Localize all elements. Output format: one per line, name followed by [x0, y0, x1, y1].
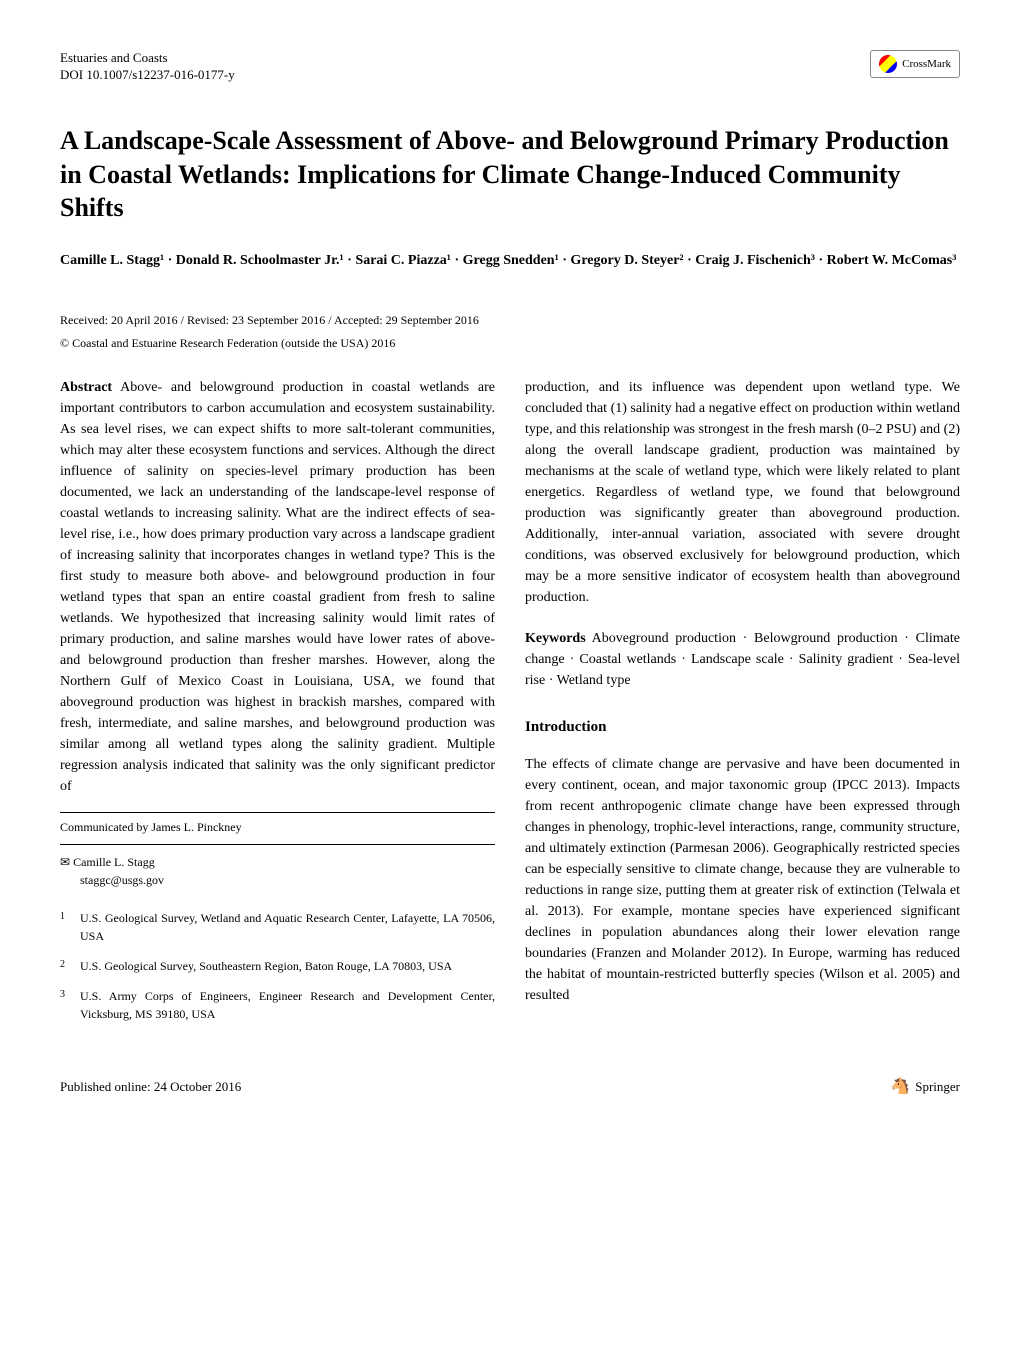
header-row: Estuaries and Coasts DOI 10.1007/s12237-… [60, 50, 960, 84]
abstract-label: Abstract [60, 380, 112, 395]
publisher-name: Springer [915, 1077, 960, 1097]
corresponding-author: ✉ Camille L. Stagg staggc@usgs.gov [60, 844, 495, 889]
corresponding-line: ✉ Camille L. Stagg [60, 853, 495, 871]
article-title: A Landscape-Scale Assessment of Above- a… [60, 124, 960, 225]
introduction-text: The effects of climate change are pervas… [525, 754, 960, 1006]
two-column-layout: Abstract Above- and belowground producti… [60, 377, 960, 1035]
crossmark-label: CrossMark [902, 56, 951, 73]
affiliation-3: 3 U.S. Army Corps of Engineers, Engineer… [60, 987, 495, 1023]
abstract-continuation: production, and its influence was depend… [525, 377, 960, 608]
copyright: © Coastal and Estuarine Research Federat… [60, 334, 960, 352]
crossmark-icon [879, 55, 897, 73]
affil-num-2: 2 [60, 957, 70, 975]
affil-text-3: U.S. Army Corps of Engineers, Engineer R… [80, 987, 495, 1023]
affil-num-3: 3 [60, 987, 70, 1023]
abstract-text-left: Above- and belowground production in coa… [60, 380, 495, 794]
keywords-paragraph: Keywords Aboveground production · Belowg… [525, 628, 960, 691]
corresponding-name: Camille L. Stagg [73, 855, 155, 869]
corresponding-email: staggc@usgs.gov [60, 871, 495, 889]
springer-icon: 🐴 [890, 1075, 910, 1099]
right-column: production, and its influence was depend… [525, 377, 960, 1035]
left-column: Abstract Above- and belowground producti… [60, 377, 495, 1035]
keywords-text: Aboveground production · Belowground pro… [525, 631, 960, 688]
envelope-icon: ✉ [60, 855, 70, 869]
doi: DOI 10.1007/s12237-016-0177-y [60, 67, 235, 84]
affil-num-1: 1 [60, 909, 70, 945]
abstract-paragraph: Abstract Above- and belowground producti… [60, 377, 495, 797]
affiliation-1: 1 U.S. Geological Survey, Wetland and Aq… [60, 909, 495, 945]
article-dates: Received: 20 April 2016 / Revised: 23 Se… [60, 311, 960, 329]
journal-info: Estuaries and Coasts DOI 10.1007/s12237-… [60, 50, 235, 84]
affil-text-1: U.S. Geological Survey, Wetland and Aqua… [80, 909, 495, 945]
footer-row: Published online: 24 October 2016 🐴 Spri… [60, 1075, 960, 1099]
authors-list: Camille L. Stagg¹ · Donald R. Schoolmast… [60, 250, 960, 271]
publisher-badge: 🐴 Springer [890, 1075, 960, 1099]
communicated-by: Communicated by James L. Pinckney [60, 812, 495, 836]
affiliation-2: 2 U.S. Geological Survey, Southeastern R… [60, 957, 495, 975]
published-online: Published online: 24 October 2016 [60, 1077, 241, 1097]
affiliations-list: 1 U.S. Geological Survey, Wetland and Aq… [60, 909, 495, 1023]
keywords-label: Keywords [525, 631, 586, 646]
crossmark-badge[interactable]: CrossMark [870, 50, 960, 78]
introduction-heading: Introduction [525, 716, 960, 739]
journal-name: Estuaries and Coasts [60, 50, 235, 67]
affil-text-2: U.S. Geological Survey, Southeastern Reg… [80, 957, 452, 975]
